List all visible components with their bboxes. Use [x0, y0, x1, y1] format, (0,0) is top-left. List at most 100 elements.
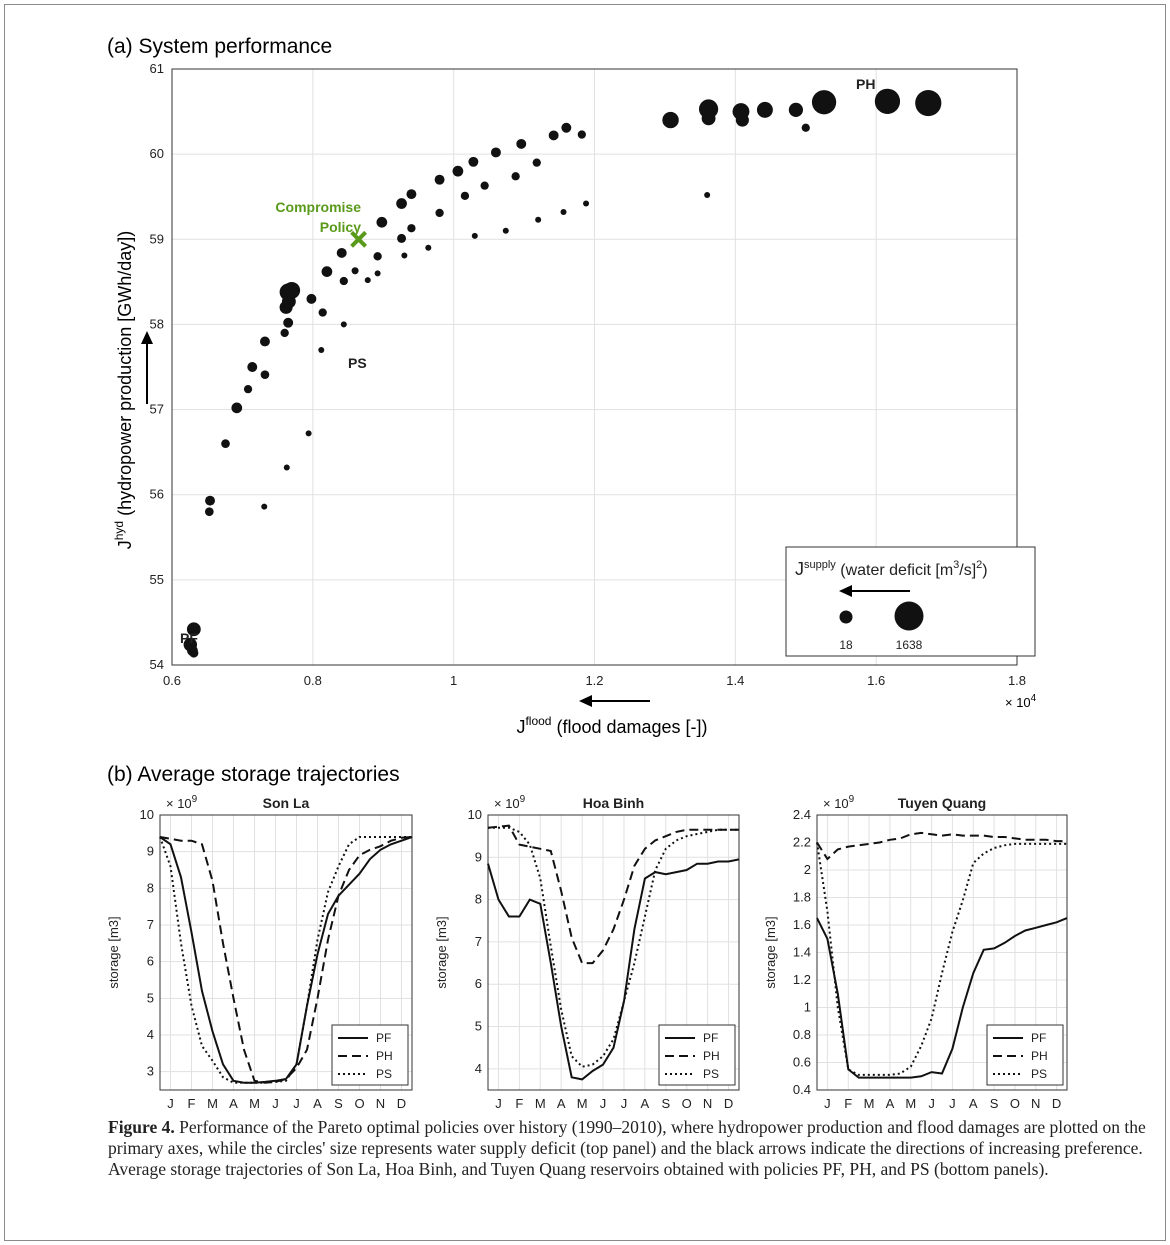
storage-tick-label: 0.4 — [793, 1082, 811, 1097]
legend-small-circle — [839, 610, 853, 624]
pf-label: PF — [180, 630, 198, 646]
month-tick-label: A — [313, 1096, 322, 1111]
supply-legend: Jsupply (water deficit [m3/s]2) 18 1638 — [785, 546, 1036, 657]
storage-tick-label: 8 — [147, 880, 154, 895]
data-point — [318, 308, 327, 317]
legend-title: Jsupply (water deficit [m3/s]2) — [795, 559, 988, 579]
month-tick-label: A — [641, 1096, 650, 1111]
storage-panel: J F M A M J J A S O N D0.40.60.811.21.41.61.822.22.… — [763, 794, 1068, 1111]
storage-tick-label: 8 — [475, 892, 482, 907]
month-tick-label: J — [928, 1096, 935, 1111]
month-tick-label: S — [334, 1096, 343, 1111]
data-point — [425, 244, 432, 251]
y-tick-label: 56 — [150, 487, 164, 502]
storage-plot-frame — [816, 814, 1068, 1091]
month-tick-label: J — [272, 1096, 279, 1111]
month-tick-label: F — [188, 1096, 196, 1111]
month-tick-label: F — [515, 1096, 523, 1111]
storage-tick-label: 4 — [147, 1027, 154, 1042]
data-point — [756, 101, 773, 118]
data-point — [231, 402, 243, 414]
month-tick-label: O — [1010, 1096, 1020, 1111]
month-tick-label: J — [949, 1096, 956, 1111]
data-point — [502, 227, 509, 234]
month-tick-label: M — [905, 1096, 916, 1111]
scatter-axes: 0.6 0.8 1 1.2 1.4 1.6 1.8 54 55 56 57 58 59 60 61 Compr… — [150, 61, 1036, 688]
series-line-pf — [159, 836, 413, 1084]
data-point — [577, 130, 586, 139]
y-tick-label: 59 — [150, 231, 164, 246]
storage-tick-label: 2 — [804, 862, 811, 877]
data-point — [306, 293, 317, 304]
storage-y-label: storage [m3] — [763, 916, 778, 988]
data-point — [204, 507, 214, 517]
data-point — [468, 156, 479, 167]
storage-y-label: storage [m3] — [106, 916, 121, 988]
y-tick-label: 55 — [150, 572, 164, 587]
storage-legend-label: PH — [703, 1049, 720, 1063]
storage-tick-label: 7 — [147, 917, 154, 932]
data-point — [516, 138, 527, 149]
month-tick-label: O — [354, 1096, 364, 1111]
scatter-x-label: Jflood (flood damages [-]) — [516, 714, 707, 737]
data-point — [915, 89, 942, 117]
data-point — [811, 90, 837, 115]
panel-b-heading: (b) Average storage trajectories — [107, 763, 400, 786]
month-tick-label: M — [535, 1096, 546, 1111]
storage-multiplier: × 109 — [494, 794, 526, 811]
storage-tick-label: 0.8 — [793, 1027, 811, 1042]
storage-legend-label: PF — [376, 1031, 391, 1045]
storage-tick-label: 4 — [475, 1061, 482, 1076]
data-point — [283, 281, 301, 299]
data-point — [535, 216, 542, 223]
legend-small-label: 18 — [839, 638, 853, 652]
data-point — [351, 267, 359, 275]
storage-legend-label: PS — [376, 1067, 392, 1081]
month-tick-label: J — [621, 1096, 628, 1111]
legend-box — [785, 546, 1036, 657]
storage-legend-label: PH — [1031, 1049, 1048, 1063]
month-tick-label: J — [600, 1096, 607, 1111]
storage-multiplier: × 109 — [166, 794, 198, 811]
data-point — [788, 102, 803, 117]
storage-tick-label: 5 — [475, 1019, 482, 1034]
month-tick-label: M — [249, 1096, 260, 1111]
legend-arrow-head — [839, 585, 852, 597]
series-line-ph — [159, 836, 413, 1084]
storage-plot-frame — [159, 814, 413, 1091]
month-tick-label: A — [969, 1096, 978, 1111]
data-point — [560, 209, 567, 216]
series-line-pf — [487, 858, 740, 1081]
legend-large-label: 1638 — [896, 638, 923, 652]
data-point — [583, 200, 590, 207]
storage-tick-label: 9 — [147, 844, 154, 859]
storage-plot-frame — [487, 814, 740, 1091]
figure-caption: Figure 4. Performance of the Pareto opti… — [108, 1117, 1148, 1180]
data-point — [490, 147, 501, 158]
storage-legend-label: PF — [703, 1031, 718, 1045]
y-preference-arrow — [141, 331, 153, 404]
data-point — [221, 439, 230, 448]
data-point — [260, 370, 270, 379]
data-point — [373, 252, 382, 261]
storage-tick-label: 6 — [475, 976, 482, 991]
y-tick-label: 54 — [150, 657, 164, 672]
storage-panel-title: Son La — [263, 795, 310, 811]
data-point — [397, 233, 407, 243]
caption-label: Figure 4. — [108, 1117, 175, 1137]
x-tick-label: 0.6 — [163, 673, 181, 688]
storage-legend-label: PH — [376, 1049, 393, 1063]
data-point — [452, 165, 464, 177]
data-point — [364, 277, 371, 284]
data-point — [701, 111, 716, 126]
storage-panel-title: Hoa Binh — [583, 795, 644, 811]
data-point — [401, 252, 408, 259]
x-tick-label: 1.8 — [1008, 673, 1026, 688]
storage-tick-label: 3 — [147, 1064, 154, 1079]
series-line-ps — [159, 836, 412, 1084]
data-point — [406, 189, 417, 200]
data-point — [186, 622, 201, 637]
storage-panel-title: Tuyen Quang — [898, 795, 986, 811]
